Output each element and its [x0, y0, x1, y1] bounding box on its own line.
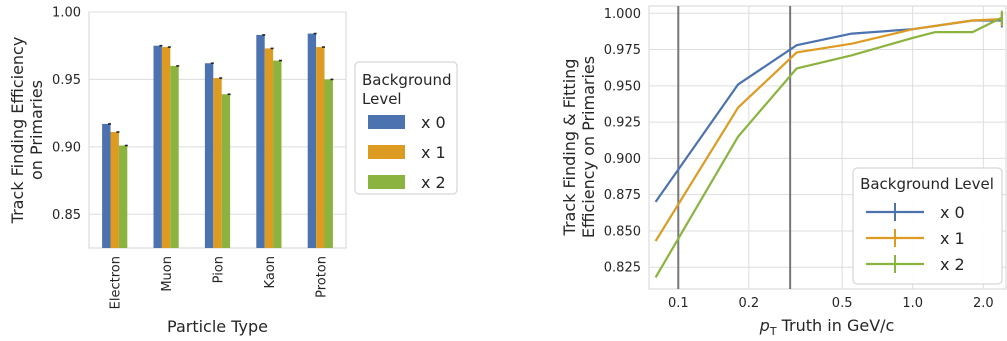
line-y-tick-label: 0.850 [604, 224, 641, 239]
bar-x-tick-label: Muon [160, 256, 175, 292]
line-x-tick-label: 2.0 [973, 296, 994, 311]
bar-legend-frame [354, 61, 458, 195]
bar-legend-swatch [368, 145, 405, 159]
line-x-tick-label: 1.0 [902, 296, 923, 311]
bar-pion-2 [221, 94, 231, 249]
bar-x-axis-label: Particle Type [167, 317, 268, 336]
line-x-axis-label-sub: T [769, 325, 777, 337]
bar-legend-label: x 0 [421, 113, 446, 132]
line-x-tick-label: 0.5 [832, 296, 853, 311]
bar-pion-1 [213, 78, 222, 248]
bar-y-tick-label: 0.95 [52, 73, 81, 88]
bar-electron-1 [110, 132, 119, 248]
bar-legend-swatch [368, 115, 405, 129]
line-x-axis-label: pT Truth in GeV/c [759, 316, 895, 337]
line-y-axis-label-line2: Efficiency on Primaries [579, 56, 598, 238]
line-legend-items: x 0 x 1 x 2 [866, 203, 965, 274]
line-legend-title: Background Level [860, 175, 994, 193]
line-y-tick-label: 0.925 [604, 116, 641, 131]
line-series-2 [654, 16, 1003, 278]
line-y-tick-label: 0.825 [604, 261, 641, 276]
bar-x-tick-labels: Electron Muon Pion Kaon Proton [109, 256, 330, 309]
bar-x-tick-label: Proton [314, 256, 329, 298]
bar-legend: Background Level x 0 x 1 x 2 [354, 61, 458, 195]
line-legend-label: x 0 [940, 203, 965, 222]
bar-electron-0 [102, 123, 111, 248]
line-threshold-lines [677, 6, 792, 289]
line-y-tick-label: 1.000 [604, 7, 641, 22]
line-y-tick-label: 0.975 [604, 43, 641, 58]
bar-muon-2 [170, 65, 179, 248]
bar-muon-0 [153, 45, 162, 248]
bar-legend-title-line1: Background [362, 71, 452, 89]
bar-bars [102, 32, 334, 249]
line-legend-label: x 1 [940, 229, 965, 248]
bar-kaon-0 [256, 34, 265, 248]
line-x-tick-label: 0.1 [668, 296, 689, 311]
bar-y-axis-label-line1: Track Finding Efficiency [8, 37, 27, 225]
line-y-tick-label: 0.875 [604, 188, 641, 203]
bar-x-tick-label: Electron [109, 256, 124, 309]
bar-x-tick-label: Kaon [263, 256, 278, 288]
bar-y-axis-label-line2: on Primaries [27, 80, 46, 180]
bar-y-tick-label: 0.85 [52, 208, 81, 223]
bar-x-tick-label: Pion [212, 256, 227, 283]
bar-electron-2 [118, 145, 128, 248]
line-y-axis-label-line1: Track Finding & Fitting [560, 59, 579, 237]
line-legend-label: x 2 [940, 255, 965, 274]
bar-muon-1 [161, 47, 171, 248]
line-x-tick-label: 0.2 [739, 296, 760, 311]
line-chart: 0.825 0.850 0.875 0.900 0.925 0.950 0.975 1.000… [560, 5, 1007, 338]
bar-legend-label: x 2 [421, 173, 446, 192]
line-series-1 [654, 18, 1002, 242]
bar-kaon-1 [264, 48, 274, 248]
bar-proton-0 [307, 33, 317, 248]
bar-chart: 0.85 0.90 0.95 1.00 Electron Muon Pion Kaon Pro… [8, 6, 458, 336]
line-y-tick-labels: 0.825 0.850 0.875 0.900 0.925 0.950 0.975 1.000 [604, 7, 641, 276]
line-legend-frame [852, 167, 1003, 285]
bar-legend-swatch [368, 175, 405, 189]
line-series [654, 10, 1003, 278]
bar-legend-title-line2: Level [362, 90, 402, 108]
line-x-tick-labels: 0.1 0.2 0.5 1.0 2.0 [668, 296, 994, 311]
bar-kaon-2 [273, 60, 282, 249]
bar-y-tick-label: 0.90 [52, 140, 81, 155]
line-y-tick-label: 0.950 [604, 79, 641, 94]
line-x-axis-label-p: p [759, 316, 770, 335]
line-x-axis-label-rest: Truth in GeV/c [777, 316, 895, 335]
bar-y-tick-label: 1.00 [52, 6, 81, 21]
bar-proton-2 [324, 79, 333, 248]
bar-proton-1 [316, 47, 325, 248]
bar-pion-0 [204, 63, 214, 249]
line-legend: Background Level x 0 x 1 x 2 [852, 167, 1003, 285]
bar-legend-items: x 0 x 1 x 2 [368, 113, 446, 192]
line-y-tick-label: 0.900 [604, 152, 641, 167]
bar-legend-label: x 1 [421, 143, 446, 162]
bar-y-tick-labels: 0.85 0.90 0.95 1.00 [52, 6, 81, 223]
